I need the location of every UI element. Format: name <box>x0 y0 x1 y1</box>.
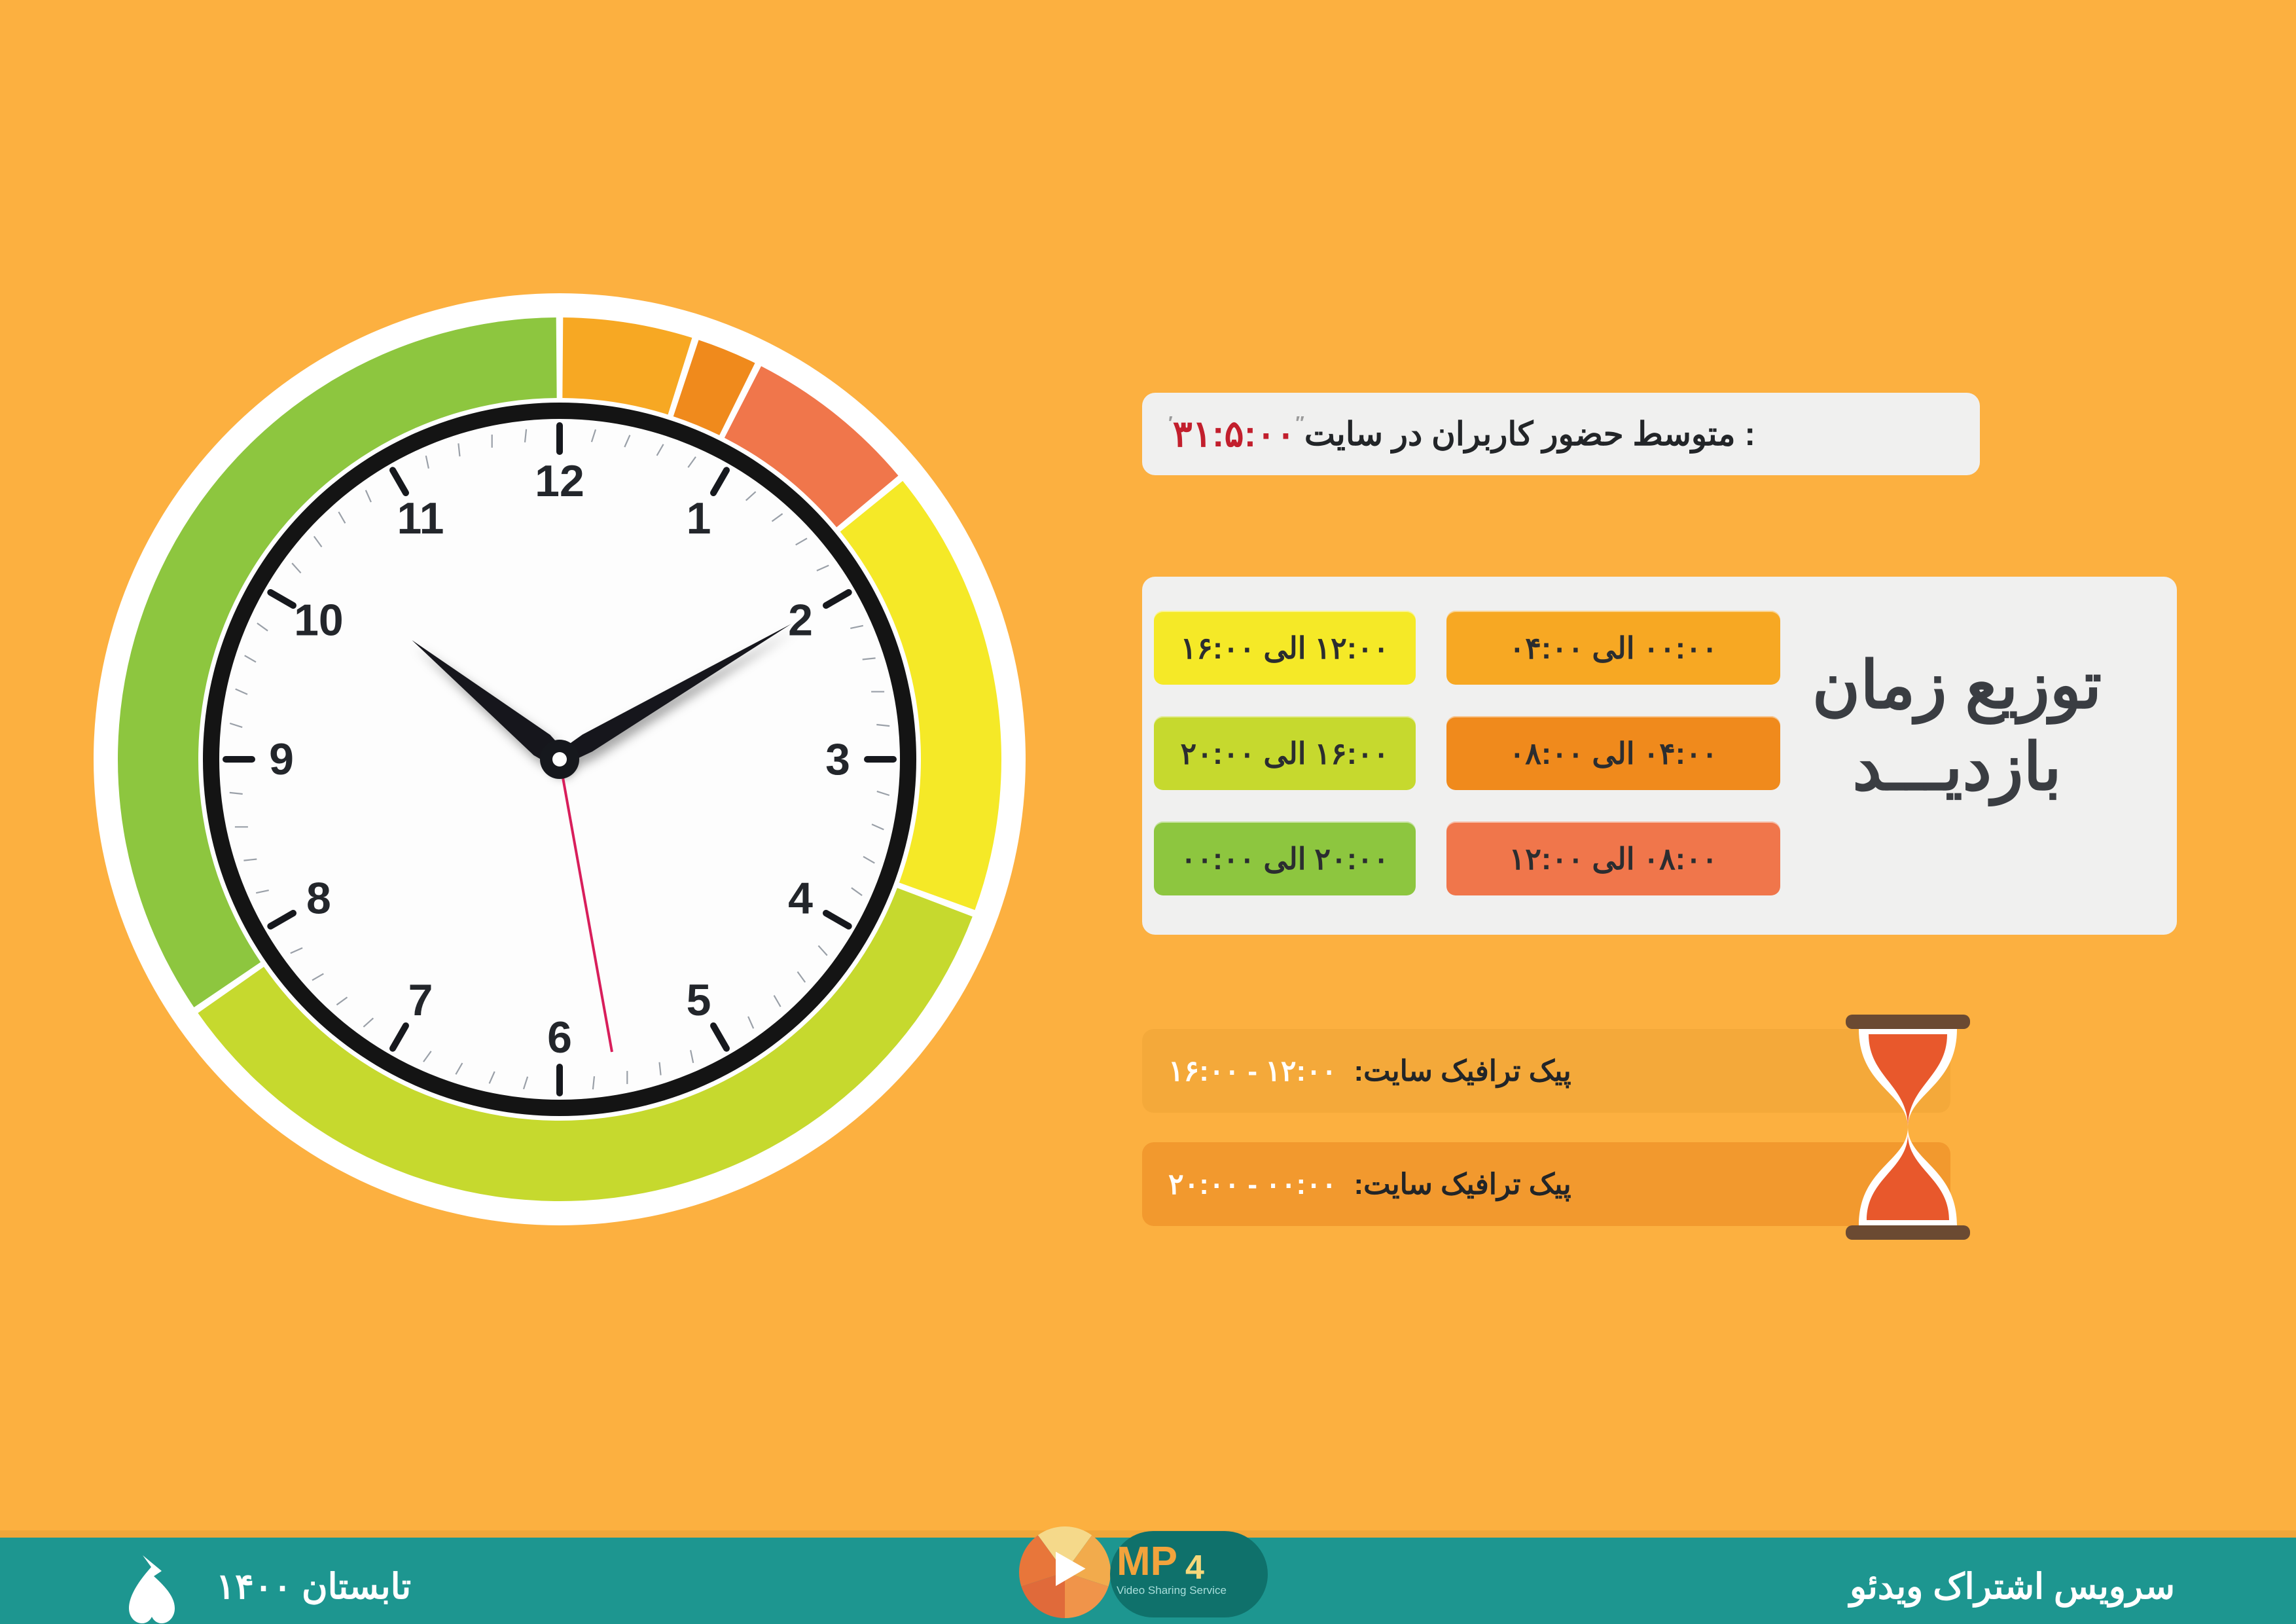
svg-text:2: 2 <box>788 596 813 645</box>
svg-text:4: 4 <box>1185 1549 1204 1587</box>
svg-text:7: 7 <box>408 975 433 1025</box>
svg-text:11: 11 <box>397 494 444 543</box>
svg-text:8: 8 <box>306 874 331 924</box>
svg-text:10: 10 <box>294 596 344 645</box>
svg-text:3: 3 <box>825 734 850 784</box>
svg-text:1: 1 <box>687 494 711 543</box>
svg-text:5: 5 <box>687 975 711 1025</box>
svg-text:9: 9 <box>269 734 294 784</box>
svg-text:6: 6 <box>547 1013 572 1062</box>
svg-text:4: 4 <box>788 874 813 924</box>
svg-text:12: 12 <box>535 456 584 506</box>
svg-text:MP: MP <box>1117 1539 1177 1584</box>
